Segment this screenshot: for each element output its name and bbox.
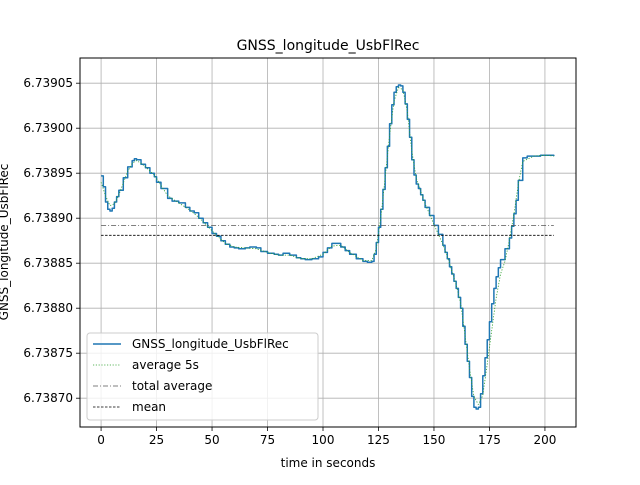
legend-label-0: GNSS_longitude_UsbFlRec: [132, 337, 289, 351]
chart-title: GNSS_longitude_UsbFlRec: [237, 38, 420, 54]
x-tick-label: 75: [260, 433, 275, 447]
x-tick-label: 150: [423, 433, 446, 447]
y-tick-label: 6.73885: [23, 256, 73, 270]
y-tick-label: 6.73875: [23, 346, 73, 360]
x-tick-label: 175: [478, 433, 501, 447]
legend-label-2: total average: [132, 379, 212, 393]
y-tick-label: 6.73905: [23, 76, 73, 90]
y-tick-label: 6.73900: [23, 121, 73, 135]
y-tick-label: 6.73890: [23, 211, 73, 225]
series-line-1: [100, 87, 554, 405]
x-tick-label: 200: [533, 433, 556, 447]
x-tick-label: 50: [204, 433, 219, 447]
x-axis-label: time in seconds: [281, 456, 376, 470]
x-tick-label: 125: [367, 433, 390, 447]
y-tick-label: 6.73870: [23, 391, 73, 405]
series-layer: [100, 84, 555, 410]
legend-label-3: mean: [132, 400, 166, 414]
legend-box: [86, 332, 319, 421]
x-tick-label: 0: [97, 433, 105, 447]
grid-lines: [80, 58, 576, 427]
legend-label-1: average 5s: [132, 358, 199, 372]
y-axis-label: GNSS_longitude_UsbFlRec: [0, 164, 11, 321]
y-tick-label: 6.73880: [23, 301, 73, 315]
x-tick-label: 25: [149, 433, 164, 447]
plot-frame: [79, 57, 577, 428]
series-line-0: [101, 84, 555, 410]
x-tick-label: 100: [312, 433, 335, 447]
axis-ticks: 0 25 50 75 100 125 150 175 200 6.73870 6.73875 6.73…: [23, 76, 556, 447]
y-tick-label: 6.73895: [23, 166, 73, 180]
